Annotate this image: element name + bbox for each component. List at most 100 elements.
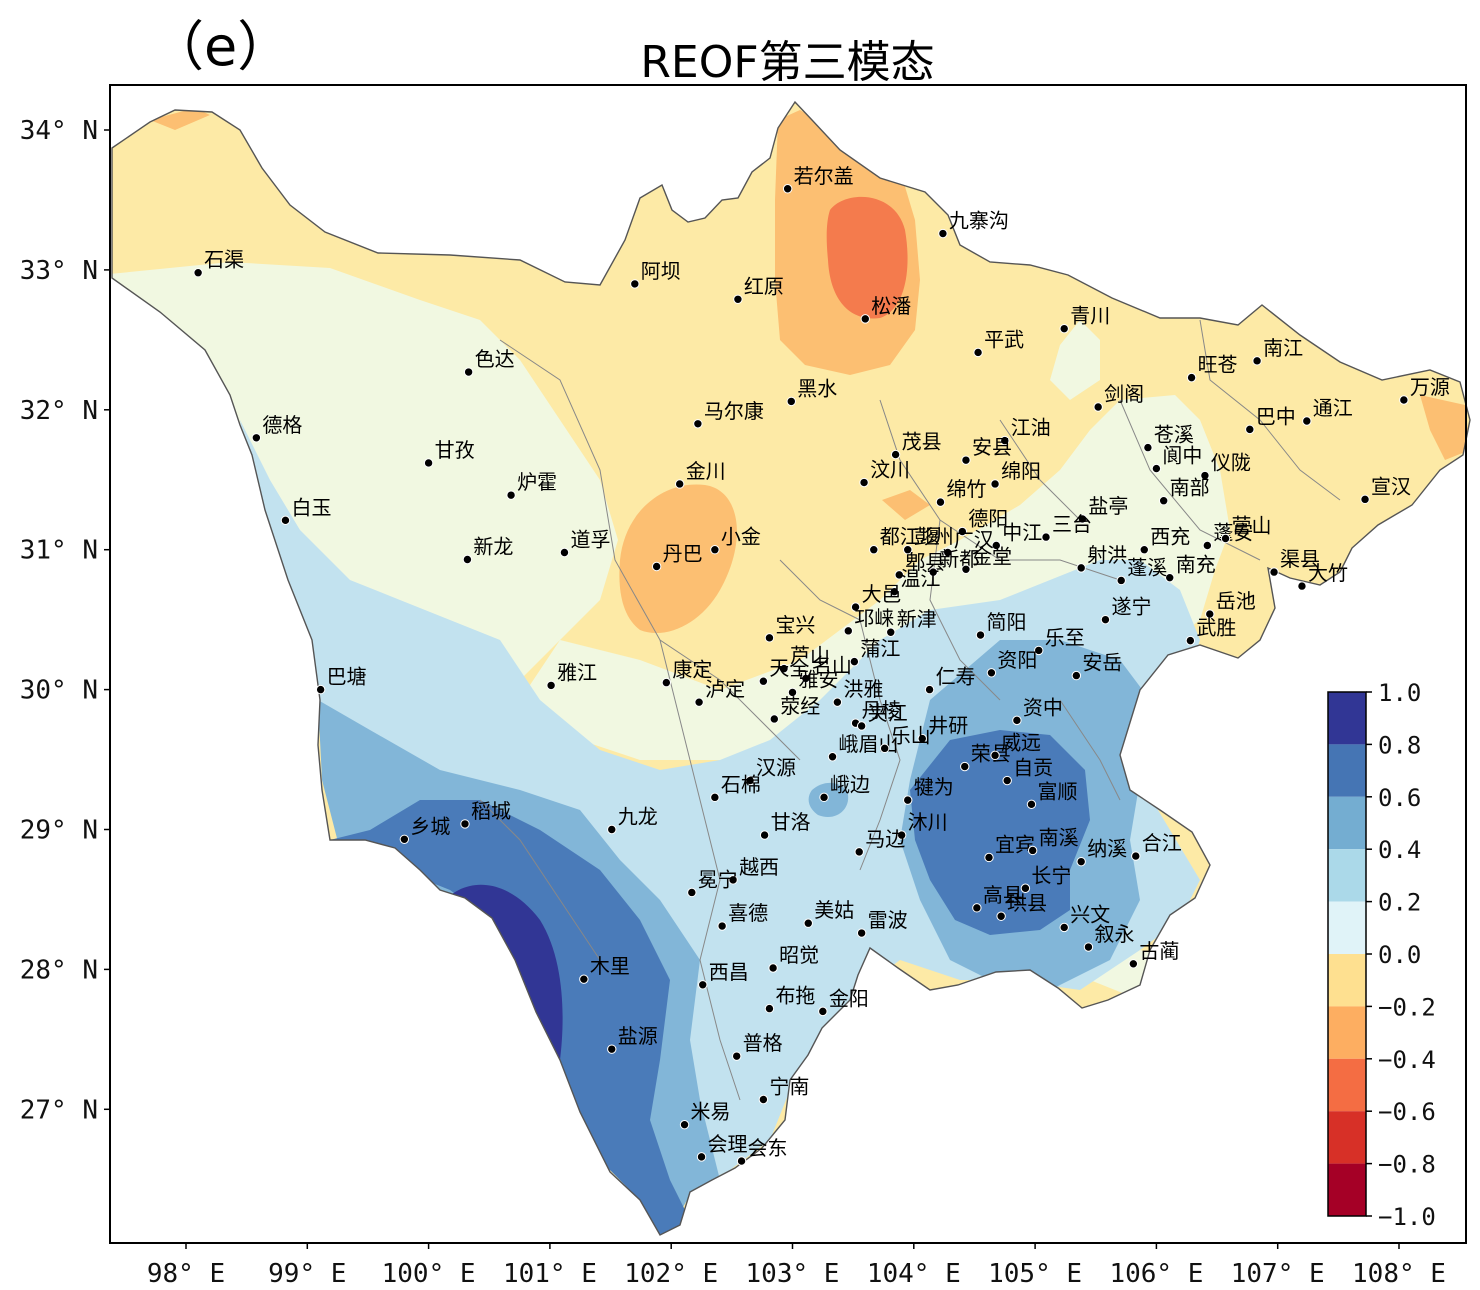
station-dot (903, 545, 913, 555)
contour-pos-6-8-southeast (910, 730, 1090, 935)
station-marker: 小金 (710, 525, 761, 555)
station-marker: 绵阳 (990, 459, 1041, 489)
station-label: 古蔺 (1139, 939, 1179, 963)
station-marker: 石渠 (193, 248, 244, 278)
station-marker: 蒲江 (849, 637, 900, 667)
contour-pos-0-2-west (112, 262, 618, 700)
station-marker: 苍溪 (1143, 423, 1194, 453)
station-marker: 甘孜 (423, 438, 475, 468)
station-label: 资中 (1023, 695, 1063, 719)
station-dot (819, 792, 829, 803)
station-marker: 会理 (696, 1132, 748, 1162)
colorbar-tick-label: −0.8 (1378, 1151, 1436, 1179)
station-marker: 九寨沟 (938, 209, 1009, 239)
station-dot (894, 570, 904, 580)
station-label: 珙县 (1007, 891, 1047, 915)
station-label: 郫县 (905, 550, 945, 574)
station-dot (1186, 372, 1197, 383)
station-dot (879, 743, 890, 754)
station-dot (463, 367, 474, 377)
station-marker: 马尔康 (693, 399, 764, 429)
station-dot (1269, 567, 1279, 577)
station-marker: 蓬溪 (1116, 555, 1167, 586)
colorbar-segment (1328, 1163, 1366, 1216)
station-marker: 石棉 (710, 772, 761, 803)
station-label: 长宁 (1031, 863, 1071, 887)
station-marker: 泸定 (694, 677, 745, 707)
station-marker: 江油 (1000, 416, 1051, 446)
station-dot (990, 750, 1000, 761)
longitude-axis: 98° E 99° E 100° E 101° E 102° E 103° E 104° E… (147, 1243, 1446, 1289)
station-dot (661, 677, 672, 688)
station-dot (698, 980, 708, 990)
station-dot (1220, 533, 1231, 544)
station-dot (315, 684, 326, 695)
station-label: 旺苍 (1198, 353, 1238, 377)
station-label: 安岳 (1082, 651, 1122, 675)
station-dot (462, 554, 473, 565)
station-marker: 汶川 (859, 458, 910, 488)
station-label: 红原 (744, 274, 784, 298)
station-marker: 金堂 (961, 544, 1012, 574)
station-dot (1077, 514, 1088, 524)
station-dot (961, 564, 971, 574)
colorbar-tick-label: 0.4 (1378, 836, 1421, 864)
station-dot (732, 1051, 742, 1061)
station-dot (559, 547, 570, 558)
station-label: 乐山 (891, 723, 931, 747)
station-marker: 纳溪 (1076, 837, 1127, 867)
station-label: 阿坝 (641, 259, 681, 283)
lon-tick-label: 103° E (746, 1259, 840, 1289)
station-label: 新津 (897, 607, 937, 631)
station-marker: 渠县 (1269, 547, 1320, 577)
station-label: 西昌 (709, 960, 749, 984)
station-label: 中江 (1002, 521, 1042, 545)
station-label: 阆中 (1162, 444, 1202, 468)
lat-tick-label: 34° N (20, 116, 98, 146)
station-dot (961, 455, 971, 465)
station-dot (890, 449, 901, 460)
prefecture-boundaries (479, 319, 1341, 1101)
station-dot (1143, 442, 1153, 453)
station-dot (856, 928, 867, 938)
colorbar-tick-label: 0.6 (1378, 784, 1421, 812)
station-dot (938, 228, 948, 239)
station-label: 苍溪 (1154, 423, 1194, 447)
station-label: 新龙 (473, 534, 513, 558)
station-label: 荥经 (780, 694, 820, 718)
station-label: 资阳 (997, 648, 1037, 672)
station-marker: 资阳 (986, 648, 1037, 678)
station-label: 峨眉山 (839, 732, 899, 756)
station-marker: 合江 (1131, 831, 1182, 861)
station-dot (782, 184, 793, 194)
station-marker: 巴塘 (315, 665, 367, 695)
station-marker: 营山 (1220, 514, 1272, 544)
station-marker: 万源 (1399, 375, 1450, 405)
station-dot (399, 834, 410, 844)
station-marker: 仪陇 (1200, 451, 1251, 481)
station-label: 米易 (691, 1100, 731, 1124)
station-marker: 彭州 (903, 525, 954, 555)
station-marker: 叙永 (1083, 922, 1134, 952)
lon-tick-label: 105° E (988, 1259, 1082, 1289)
station-dot (1093, 402, 1103, 412)
station-dot (736, 1156, 747, 1166)
lon-tick-label: 100° E (382, 1259, 476, 1289)
station-label: 乐至 (1045, 625, 1085, 649)
station-label: 犍为 (914, 775, 954, 799)
station-label: 小金 (721, 525, 761, 549)
station-marker: 雷波 (856, 908, 908, 938)
station-dot (787, 687, 798, 698)
station-dot (1059, 323, 1069, 334)
station-marker: 大竹 (1297, 561, 1348, 591)
station-dot (827, 752, 838, 762)
station-marker: 富顺 (1026, 779, 1077, 810)
station-label: 金堂 (972, 544, 1012, 568)
station-marker: 昭觉 (768, 943, 819, 973)
latitude-axis: 34° N 33° N 32° N 31° N 30° N 29° N 28° N 27° N (20, 116, 110, 1125)
station-marker: 炉霍 (506, 470, 557, 500)
station-label: 高县 (983, 883, 1023, 907)
station-marker: 蓬安 (1202, 521, 1253, 551)
station-dot (859, 477, 869, 488)
